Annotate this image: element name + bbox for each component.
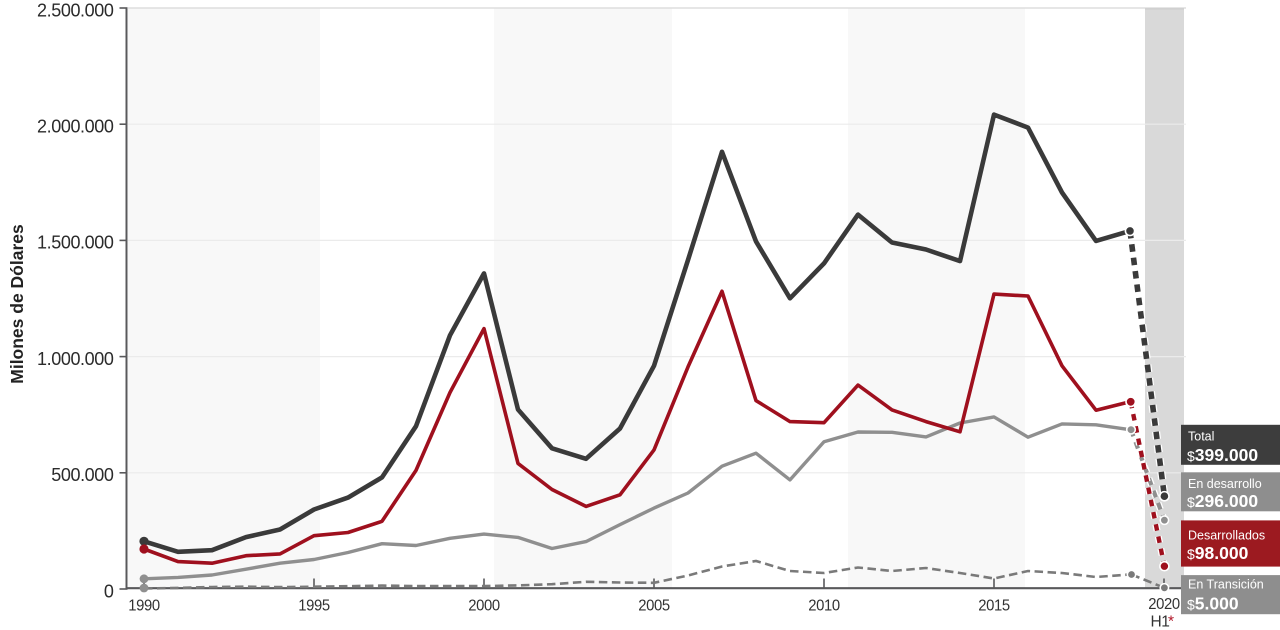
svg-text:2.000.000: 2.000.000 xyxy=(37,117,114,137)
svg-text:500.000: 500.000 xyxy=(51,465,114,485)
svg-text:H1: H1 xyxy=(1150,614,1169,630)
svg-text:2.500.000: 2.500.000 xyxy=(37,0,114,20)
svg-text:2010: 2010 xyxy=(808,598,840,615)
svg-text:$399.000: $399.000 xyxy=(1187,445,1258,465)
svg-text:$5.000: $5.000 xyxy=(1187,594,1239,614)
svg-text:Desarrollados: Desarrollados xyxy=(1188,528,1265,542)
svg-text:1.500.000: 1.500.000 xyxy=(37,233,114,253)
svg-text:En desarrollo: En desarrollo xyxy=(1188,477,1262,491)
svg-text:En Transición: En Transición xyxy=(1188,578,1264,592)
svg-text:1995: 1995 xyxy=(298,598,330,615)
svg-text:*: * xyxy=(1168,614,1174,630)
svg-text:Milones de Dólares: Milones de Dólares xyxy=(7,224,27,384)
svg-text:2015: 2015 xyxy=(978,598,1010,615)
svg-text:Total: Total xyxy=(1188,430,1214,444)
svg-text:2000: 2000 xyxy=(468,598,500,615)
svg-text:$98.000: $98.000 xyxy=(1187,543,1249,563)
svg-text:2005: 2005 xyxy=(638,598,670,615)
svg-text:1.000.000: 1.000.000 xyxy=(37,349,114,369)
svg-text:2020: 2020 xyxy=(1148,596,1180,613)
svg-text:0: 0 xyxy=(104,581,114,601)
svg-text:$296.000: $296.000 xyxy=(1187,491,1258,511)
svg-text:1990: 1990 xyxy=(128,598,160,615)
